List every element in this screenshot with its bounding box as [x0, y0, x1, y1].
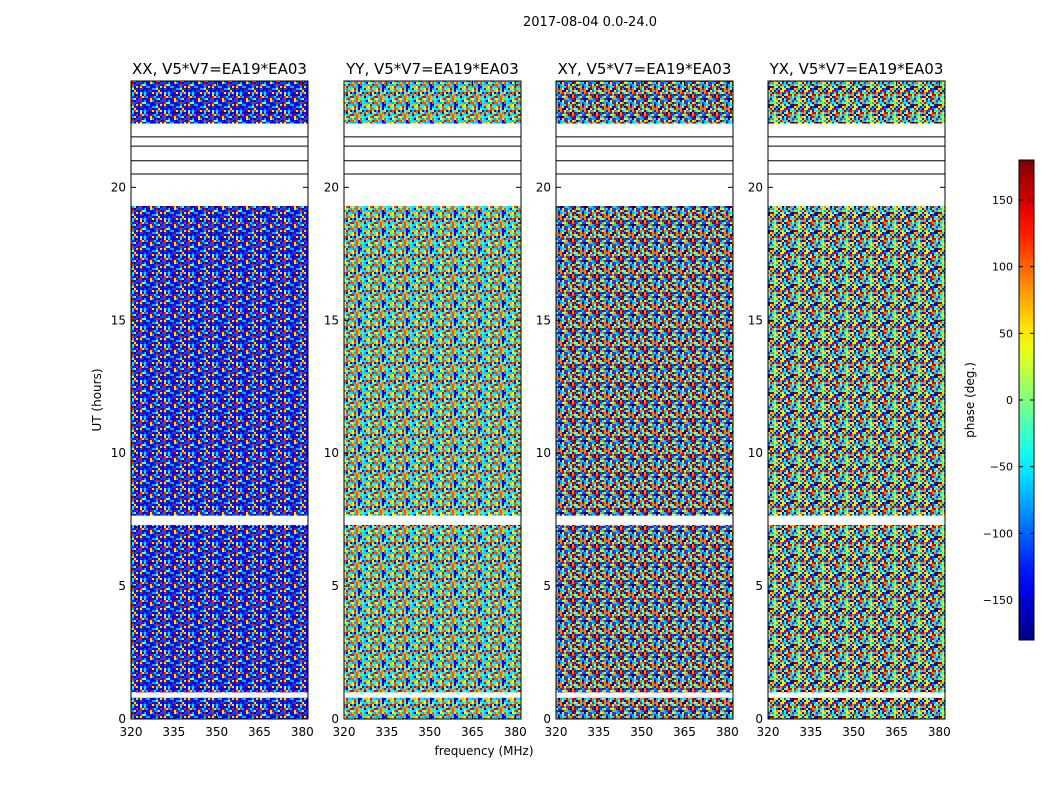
x-tick-label: 335	[587, 725, 610, 739]
colorbar-tick-label: 100	[992, 261, 1013, 274]
panel-yx: YX, V5*V7=EA19*EA03 320 335 350 365 380 0 5 10 15…	[748, 60, 951, 739]
y-tick-label: 15	[324, 313, 339, 327]
x-tick-label: 335	[799, 725, 822, 739]
y-tick-label: 5	[755, 579, 763, 593]
flagged-interval	[344, 692, 521, 698]
y-tick-label: 15	[748, 313, 763, 327]
x-tick-label: 320	[757, 725, 780, 739]
y-tick-label: 5	[118, 579, 126, 593]
x-tick-label: 365	[248, 725, 271, 739]
panel-frame	[767, 80, 946, 720]
y-tick-label: 5	[543, 579, 551, 593]
flagged-interval	[768, 123, 945, 206]
y-axis-label: UT (hours)	[90, 368, 104, 431]
panel-xy: XY, V5*V7=EA19*EA03 320 335 350 365 380 0 5 10 15…	[536, 60, 739, 739]
colorbar: 150 100 50 0 −50 −100 −150 phase (deg.)	[963, 159, 1035, 641]
panel-frame	[130, 80, 309, 720]
y-tick-label: 20	[536, 180, 551, 194]
x-tick-label: 320	[333, 725, 356, 739]
x-tick-label: 380	[504, 725, 527, 739]
flagged-interval	[768, 515, 945, 525]
colorbar-tick-label: −100	[983, 527, 1013, 540]
y-tick-label: 20	[748, 180, 763, 194]
y-tick-label: 15	[111, 313, 126, 327]
x-tick-label: 350	[205, 725, 228, 739]
panel-frame	[343, 80, 522, 720]
flagged-interval	[344, 515, 521, 525]
flagged-interval	[556, 123, 733, 206]
panel-title: XX, V5*V7=EA19*EA03	[132, 60, 307, 78]
panels: XX, V5*V7=EA19*EA03 320 335 350 365 380 0 5 10 15…	[111, 60, 951, 739]
colorbar-tick-label: −150	[983, 594, 1013, 607]
panel-yy: YY, V5*V7=EA19*EA03 320 335 350 365 380 0 5 10 15…	[324, 60, 527, 739]
x-tick-label: 335	[162, 725, 185, 739]
y-tick-label: 20	[111, 180, 126, 194]
flagged-interval	[768, 692, 945, 698]
panel-title: YX, V5*V7=EA19*EA03	[769, 60, 944, 78]
flagged-interval	[131, 123, 308, 206]
y-tick-label: 20	[324, 180, 339, 194]
colorbar-tick-label: −50	[990, 461, 1013, 474]
x-tick-label: 350	[418, 725, 441, 739]
flagged-interval	[131, 692, 308, 698]
x-tick-label: 380	[928, 725, 951, 739]
flagged-interval	[344, 123, 521, 206]
x-tick-label: 380	[716, 725, 739, 739]
flagged-interval	[556, 692, 733, 698]
y-tick-label: 5	[331, 579, 339, 593]
panel-frame	[555, 80, 734, 720]
y-tick-label: 0	[118, 712, 126, 726]
x-tick-label: 380	[291, 725, 314, 739]
panel-title: YY, V5*V7=EA19*EA03	[345, 60, 519, 78]
y-tick-label: 10	[536, 446, 551, 460]
colorbar-tick-label: 50	[999, 327, 1013, 340]
y-tick-label: 0	[543, 712, 551, 726]
colorbar-tick-label: 0	[1006, 394, 1013, 407]
y-tick-label: 0	[755, 712, 763, 726]
y-tick-label: 15	[536, 313, 551, 327]
x-tick-label: 335	[375, 725, 398, 739]
x-tick-label: 320	[120, 725, 143, 739]
x-tick-label: 350	[842, 725, 865, 739]
x-tick-label: 365	[461, 725, 484, 739]
y-tick-label: 0	[331, 712, 339, 726]
flagged-interval	[556, 515, 733, 525]
colorbar-label: phase (deg.)	[963, 362, 977, 438]
x-tick-label: 350	[630, 725, 653, 739]
panel-xx: XX, V5*V7=EA19*EA03 320 335 350 365 380 0 5 10 15…	[111, 60, 314, 739]
x-tick-label: 365	[885, 725, 908, 739]
x-tick-label: 365	[673, 725, 696, 739]
y-tick-label: 10	[111, 446, 126, 460]
y-tick-label: 10	[324, 446, 339, 460]
panel-title: XY, V5*V7=EA19*EA03	[558, 60, 732, 78]
y-tick-label: 10	[748, 446, 763, 460]
x-axis-label: frequency (MHz)	[434, 744, 533, 758]
flagged-interval	[131, 515, 308, 525]
x-tick-label: 320	[545, 725, 568, 739]
figure-title: 2017-08-04 0.0-24.0	[523, 15, 657, 30]
colorbar-tick-label: 150	[992, 194, 1013, 207]
